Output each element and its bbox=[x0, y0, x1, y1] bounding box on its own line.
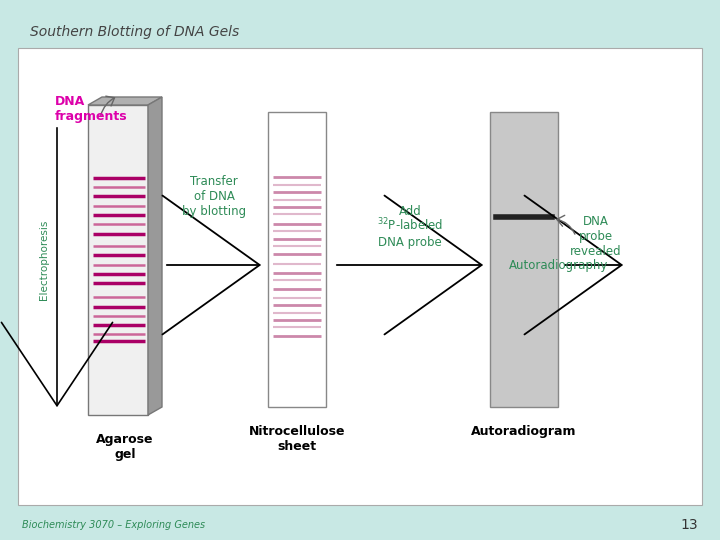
Text: DNA probe: DNA probe bbox=[378, 236, 442, 249]
FancyArrowPatch shape bbox=[101, 96, 114, 116]
Text: Agarose
gel: Agarose gel bbox=[96, 433, 154, 461]
Polygon shape bbox=[148, 97, 162, 415]
Bar bbox=[88, 105, 148, 415]
Text: DNA
probe
revealed: DNA probe revealed bbox=[570, 215, 621, 258]
Text: Nitrocellulose
sheet: Nitrocellulose sheet bbox=[248, 425, 346, 453]
Text: Autoradiography: Autoradiography bbox=[509, 259, 608, 272]
Text: Autoradiogram: Autoradiogram bbox=[472, 425, 577, 438]
Text: Biochemistry 3070 – Exploring Genes: Biochemistry 3070 – Exploring Genes bbox=[22, 520, 205, 530]
Text: Electrophoresis: Electrophoresis bbox=[39, 220, 49, 300]
Text: Transfer
of DNA
by blotting: Transfer of DNA by blotting bbox=[182, 175, 246, 218]
Bar bbox=[490, 112, 558, 407]
Text: Add: Add bbox=[399, 205, 421, 218]
Text: $^{32}$P-labeled: $^{32}$P-labeled bbox=[377, 217, 443, 233]
Bar bbox=[18, 48, 702, 505]
Bar bbox=[268, 112, 326, 407]
Text: 13: 13 bbox=[680, 518, 698, 532]
Polygon shape bbox=[88, 97, 162, 105]
FancyArrowPatch shape bbox=[557, 215, 575, 234]
Text: Southern Blotting of DNA Gels: Southern Blotting of DNA Gels bbox=[30, 25, 239, 39]
Text: DNA
fragments: DNA fragments bbox=[55, 95, 127, 123]
